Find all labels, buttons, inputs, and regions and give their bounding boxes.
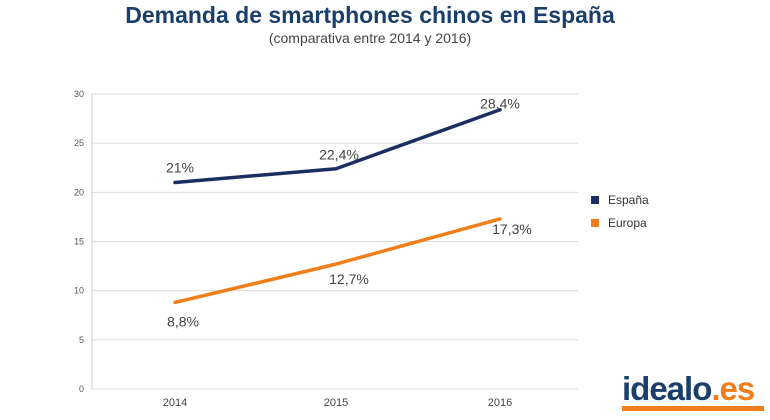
chart-subtitle: (comparativa entre 2014 y 2016) [268,30,472,46]
logo-underline [622,406,764,411]
data-label: 17,3% [492,221,532,237]
x-tick-label: 2014 [163,397,187,409]
legend-label: España [608,193,649,207]
legend-swatch [591,219,599,227]
logo-dot: . [711,370,720,407]
idealo-logo: idealo.es [622,372,764,411]
series-line-europa [173,217,502,305]
data-label: 28,4% [480,96,520,112]
y-tick-label: 20 [74,187,84,197]
data-label: 8,8% [167,313,199,329]
series-line-espana [173,107,502,185]
data-label: 12,7% [329,271,369,287]
data-label: 22,4% [319,147,359,163]
legend-swatch [591,196,599,204]
data-label: 21% [166,160,194,176]
y-tick-label: 5 [79,335,84,345]
logo-brand: idealo [622,370,712,407]
y-tick-label: 0 [79,384,84,394]
legend-label: Europa [608,216,647,230]
y-tick-label: 15 [74,237,84,247]
x-tick-label: 2016 [488,397,512,409]
y-tick-label: 25 [74,138,84,148]
x-tick-label: 2015 [324,397,348,409]
y-tick-label: 30 [74,89,84,99]
chart-title: Demanda de smartphones chinos en España [125,2,615,28]
logo-tld: es [719,370,756,407]
y-tick-label: 10 [74,286,84,296]
